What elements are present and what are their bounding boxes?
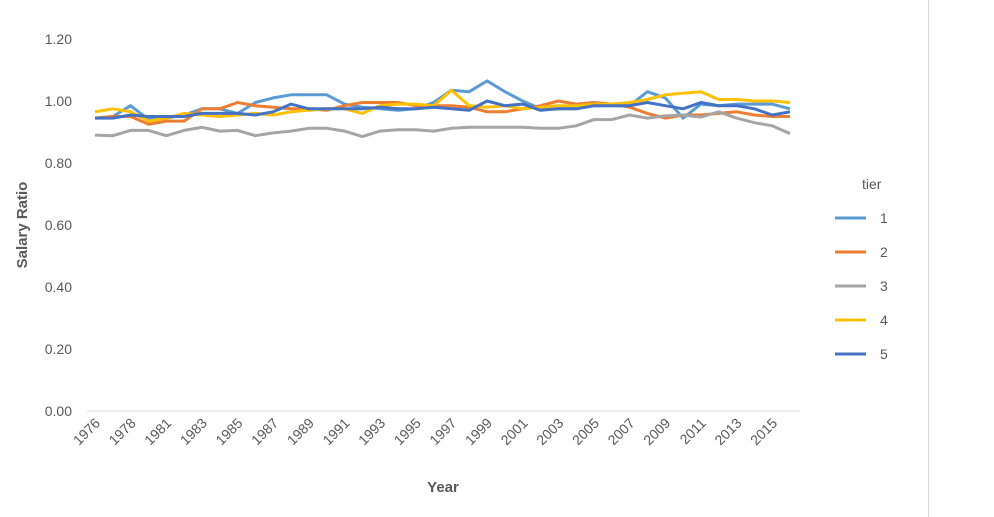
y-tick-label: 0.20 [45,341,72,357]
x-tick-label: 1995 [391,415,424,448]
legend-title: tier [862,176,882,192]
series-line-tier-5 [95,99,791,120]
x-tick-label: 2011 [676,415,709,448]
x-tick-label: 1991 [319,415,352,448]
x-tick-label: 1993 [355,415,388,448]
x-tick-label: 1976 [70,415,103,448]
x-tick-label: 1985 [212,415,245,448]
y-tick-label: 0.80 [45,155,72,171]
y-tick-label: 0.40 [45,279,72,295]
legend-label-tier-5: 5 [880,346,888,362]
x-tick-label: 1987 [248,415,281,448]
legend-label-tier-3: 3 [880,278,888,294]
x-tick-label: 2013 [711,415,744,448]
x-tick-label: 2009 [640,415,673,448]
series-line-tier-4 [94,88,791,123]
y-axis-title: Salary Ratio [14,182,31,269]
legend: 1 2 3 4 5 [835,210,888,362]
y-tick-label: 1.00 [45,93,72,109]
x-tick-label: 1981 [141,415,174,448]
x-tick-label: 2015 [747,415,780,448]
x-tick-label: 2007 [604,415,637,448]
x-tick-label: 2001 [497,415,530,448]
y-tick-label: 1.20 [45,31,72,47]
x-tick-label: 2003 [533,415,566,448]
series-line-tier-3 [94,110,791,139]
x-tick-label: 1997 [426,415,459,448]
legend-label-tier-4: 4 [880,312,888,328]
legend-label-tier-1: 1 [880,210,888,226]
x-tick-label: 1999 [462,415,495,448]
divider-line [928,0,929,517]
x-tick-label: 1978 [105,415,138,448]
x-tick-label: 2005 [569,415,602,448]
y-tick-label: 0.00 [45,403,72,419]
legend-label-tier-2: 2 [880,244,888,260]
x-tick-label: 1989 [284,415,317,448]
y-tick-label: 0.60 [45,217,72,233]
x-tick-label: 1983 [177,415,210,448]
x-axis-title: Year [427,479,459,496]
